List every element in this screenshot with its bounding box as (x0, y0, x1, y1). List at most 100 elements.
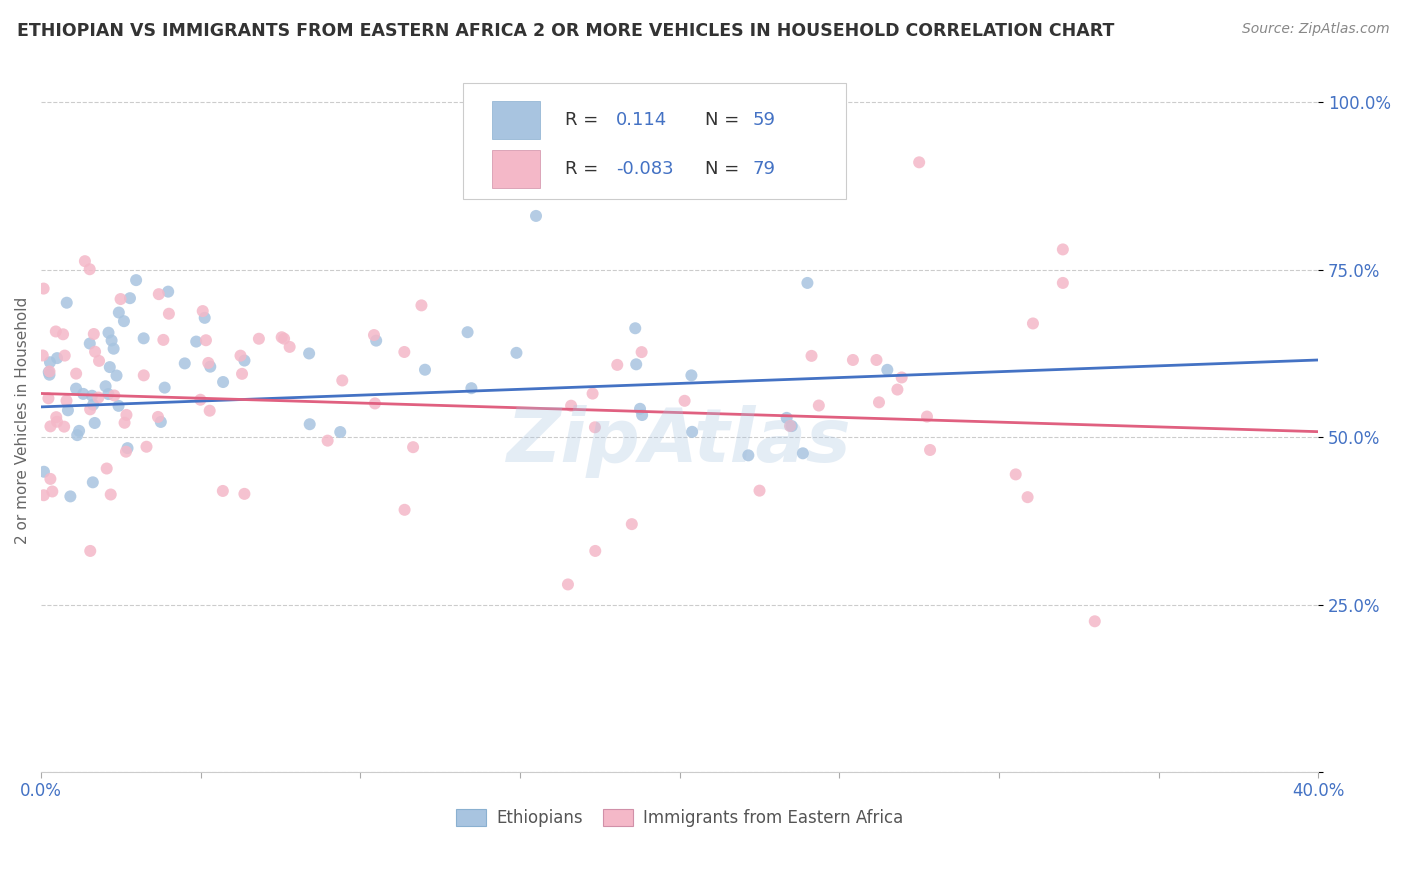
Point (65, 382, 87, 396)
Point (457, 325, 479, 339)
Point (624, 357, 647, 371)
Point (780, 419, 803, 434)
Point (53, 349, 76, 363)
Text: ETHIOPIAN VS IMMIGRANTS FROM EASTERN AFRICA 2 OR MORE VEHICLES IN HOUSEHOLD CORR: ETHIOPIAN VS IMMIGRANTS FROM EASTERN AFR… (17, 22, 1114, 40)
Point (1052, 243, 1074, 257)
Point (82, 398, 104, 412)
Point (631, 408, 654, 422)
Point (273, 332, 295, 346)
Point (97, 326, 120, 340)
Point (278, 340, 301, 354)
Point (1084, 615, 1107, 629)
Point (37, 391, 59, 405)
Legend: Ethiopians, Immigrants from Eastern Africa: Ethiopians, Immigrants from Eastern Afri… (450, 803, 910, 834)
Point (211, 483, 233, 498)
Point (800, 349, 823, 363)
Point (153, 381, 176, 395)
Point (31, 349, 53, 363)
Point (55, 393, 77, 408)
Point (363, 328, 385, 343)
Point (79, 544, 101, 558)
Point (364, 396, 387, 410)
Point (620, 517, 643, 532)
Point (80, 389, 103, 403)
Text: 59: 59 (752, 111, 776, 128)
Point (146, 409, 169, 424)
Point (737, 448, 759, 462)
Point (45, 410, 67, 425)
Point (807, 399, 830, 413)
Point (231, 367, 253, 381)
Point (39, 472, 62, 486)
Point (628, 401, 651, 416)
Point (132, 368, 155, 383)
Point (329, 425, 352, 439)
Point (157, 307, 180, 321)
Point (233, 487, 256, 501)
Point (135, 440, 157, 454)
Point (583, 544, 606, 558)
Point (915, 409, 938, 424)
Point (79, 336, 101, 351)
Point (876, 363, 898, 377)
Point (94, 379, 117, 393)
Point (118, 291, 141, 305)
Point (152, 333, 174, 347)
Point (394, 345, 416, 359)
Point (32, 282, 55, 296)
Point (112, 314, 135, 328)
Point (583, 420, 606, 434)
Point (173, 356, 195, 370)
Point (200, 359, 222, 374)
Point (38, 365, 60, 379)
Point (1017, 490, 1039, 504)
Point (908, 155, 931, 169)
Point (673, 393, 696, 408)
Text: R =: R = (565, 161, 603, 178)
Point (918, 442, 941, 457)
Point (100, 487, 122, 501)
Point (65, 367, 87, 381)
Point (103, 342, 125, 356)
Point (796, 276, 818, 290)
Point (114, 416, 136, 430)
Point (67, 424, 90, 438)
Point (110, 292, 132, 306)
Point (270, 330, 292, 344)
Point (115, 408, 138, 422)
Point (66, 428, 89, 442)
Point (59, 489, 82, 503)
Point (73, 254, 96, 268)
Point (194, 333, 217, 347)
Point (606, 358, 628, 372)
Point (776, 410, 799, 425)
Point (97, 387, 120, 401)
Text: 0.114: 0.114 (616, 111, 666, 128)
Point (32, 488, 55, 502)
Point (39, 355, 62, 369)
Point (460, 381, 482, 395)
Point (72, 387, 94, 401)
Point (38, 368, 60, 382)
Point (886, 383, 908, 397)
Text: N =: N = (706, 161, 745, 178)
Point (197, 356, 219, 370)
Text: 79: 79 (752, 161, 776, 178)
Point (108, 305, 131, 319)
Point (132, 331, 155, 345)
Point (100, 334, 122, 348)
Point (212, 375, 235, 389)
Text: -0.083: -0.083 (616, 161, 673, 178)
Point (624, 321, 647, 335)
Point (52, 327, 75, 342)
Point (79, 402, 101, 417)
Point (524, 209, 547, 223)
Point (194, 310, 217, 325)
Point (41, 484, 63, 499)
Point (83, 326, 105, 341)
Point (505, 346, 527, 360)
Point (748, 483, 770, 498)
Point (868, 395, 890, 409)
Text: Source: ZipAtlas.com: Source: ZipAtlas.com (1241, 22, 1389, 37)
Point (105, 368, 128, 383)
